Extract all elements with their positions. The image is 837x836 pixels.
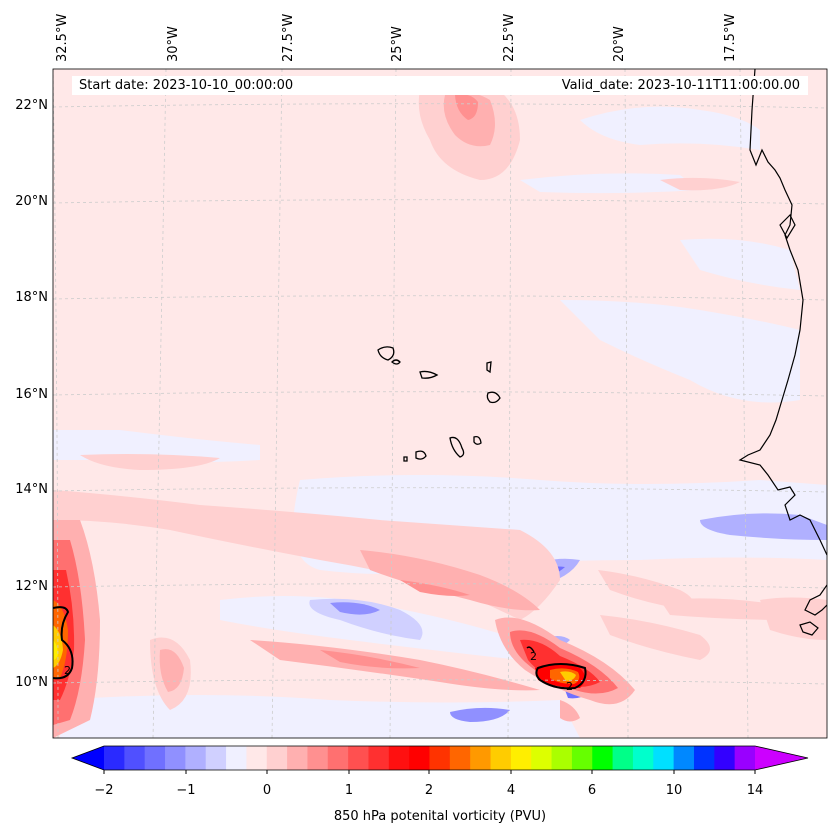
colorbar-segment — [246, 746, 268, 770]
latitude-label: 22°N — [15, 98, 48, 113]
latitude-label: 10°N — [15, 675, 48, 690]
colorbar-segment — [266, 746, 288, 770]
colorbar-segment — [592, 746, 614, 770]
colorbar — [70, 745, 809, 774]
colorbar-segment — [490, 746, 512, 770]
longitude-label: 22.5°W — [502, 13, 517, 62]
valid-date-label: Valid_date: 2023-10-11T11:00:00.00 — [561, 78, 800, 93]
latitude-label: 16°N — [15, 387, 48, 402]
island — [415, 450, 427, 460]
colorbar-segment — [368, 746, 390, 770]
colorbar-segment — [307, 746, 329, 770]
colorbar-segment — [185, 746, 207, 770]
contour-label: 2 — [566, 680, 573, 693]
pv-positive-regions — [53, 83, 827, 738]
colorbar-segment — [551, 746, 573, 770]
longitude-label: 20°W — [612, 26, 627, 62]
colorbar-segment — [429, 746, 451, 770]
colorbar-tick-label: 1 — [344, 783, 354, 798]
title-bar — [72, 76, 808, 95]
latitude-label: 20°N — [15, 194, 48, 209]
colorbar-segment — [510, 746, 532, 770]
colorbar-segment — [653, 746, 675, 770]
colorbar-segment — [409, 746, 430, 770]
map-frame — [52, 68, 828, 739]
island — [449, 436, 465, 458]
colorbar-segment — [327, 746, 349, 770]
colorbar-segment — [632, 746, 654, 770]
island — [391, 359, 401, 365]
contour-label: 2 — [64, 664, 71, 677]
contour-label: 2 — [530, 650, 537, 663]
colorbar-tick-label: 6 — [587, 783, 597, 798]
colorbar-segment — [287, 746, 308, 770]
colorbar-tick-label: 0 — [262, 783, 272, 798]
island — [419, 370, 439, 379]
colorbar-segment — [531, 746, 553, 770]
island — [486, 391, 501, 404]
latitude-label: 18°N — [15, 290, 48, 305]
longitude-label: 30°W — [166, 26, 181, 62]
colorbar-segment — [124, 746, 146, 770]
longitude-label: 25°W — [390, 26, 405, 62]
graticule — [53, 69, 827, 738]
colorbar-segment — [388, 746, 410, 770]
longitude-label: 27.5°W — [281, 13, 296, 62]
longitude-label: 32.5°W — [55, 13, 70, 62]
colorbar-segment — [104, 746, 125, 770]
cape-verde-islands — [377, 346, 501, 462]
latitude-label: 14°N — [15, 482, 48, 497]
colorbar-tick-label: −1 — [176, 783, 196, 798]
longitude-label: 17.5°W — [723, 13, 738, 62]
colorbar-tick-label: −2 — [94, 783, 114, 798]
colorbar-segment — [205, 746, 227, 770]
island — [473, 435, 482, 445]
pv-negative-regions — [53, 106, 827, 738]
island — [486, 361, 492, 374]
colorbar-segment — [348, 746, 369, 770]
colorbar-title: 850 hPa potenital vorticity (PVU) — [333, 809, 547, 824]
colorbar-tick-label: 2 — [424, 783, 434, 798]
island — [377, 346, 395, 361]
start-date-label: Start date: 2023-10-10_00:00:00 — [79, 78, 294, 93]
colorbar-segment — [571, 746, 593, 770]
colorbar-tick-label: 10 — [665, 783, 683, 798]
colorbar-segment — [693, 746, 715, 770]
coastline — [738, 69, 827, 636]
colorbar-segment — [714, 746, 736, 770]
colorbar-segment — [612, 746, 634, 770]
colorbar-extend-min — [72, 746, 104, 770]
colorbar-segment — [470, 746, 492, 770]
latitude-label: 12°N — [15, 579, 48, 594]
pv-2-contour — [53, 606, 587, 690]
colorbar-segment — [165, 746, 186, 770]
island — [403, 456, 408, 462]
colorbar-extend-max — [755, 746, 808, 770]
colorbar-segment — [449, 746, 471, 770]
colorbar-segment — [226, 746, 247, 770]
colorbar-tick-label: 4 — [506, 783, 516, 798]
colorbar-segment — [673, 746, 695, 770]
colorbar-tick-label: 14 — [746, 783, 764, 798]
colorbar-segment — [734, 746, 756, 770]
colorbar-segment — [144, 746, 166, 770]
